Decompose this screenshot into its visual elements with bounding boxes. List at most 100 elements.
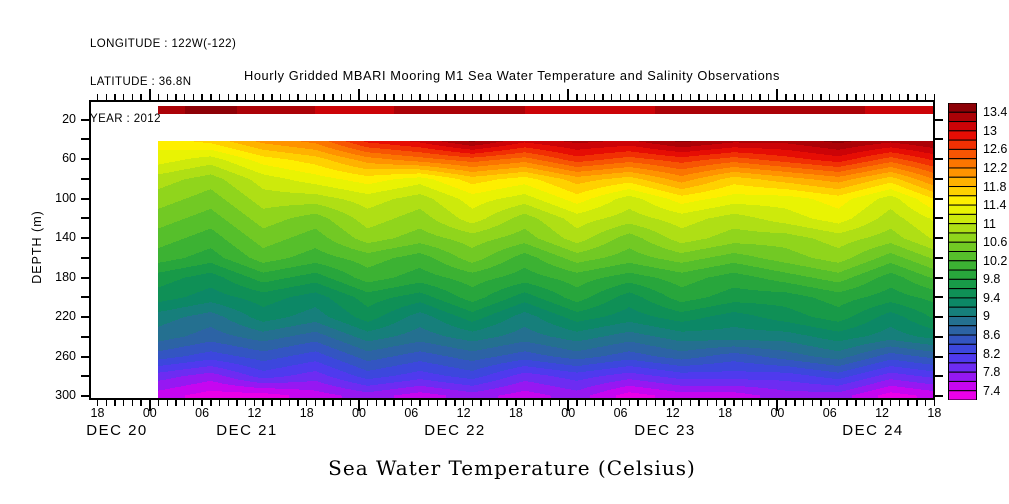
x-tick bbox=[340, 400, 343, 406]
x-tick bbox=[297, 94, 299, 100]
x-hour-label: 06 bbox=[613, 406, 628, 420]
x-tick bbox=[445, 94, 447, 100]
x-tick bbox=[785, 400, 787, 406]
x-tick bbox=[497, 94, 500, 100]
x-hour-label: 12 bbox=[875, 406, 889, 420]
x-hour-label: 12 bbox=[247, 406, 262, 420]
y-tick bbox=[935, 118, 943, 121]
y-tick bbox=[935, 237, 943, 240]
colorbar-segment bbox=[948, 186, 977, 197]
x-tick bbox=[576, 94, 578, 100]
x-tick bbox=[332, 400, 334, 406]
x-tick bbox=[706, 94, 709, 100]
x-tick bbox=[166, 400, 168, 406]
colorbar-label: 7.8 bbox=[983, 365, 1001, 380]
x-tick bbox=[122, 400, 125, 406]
x-tick bbox=[410, 400, 412, 406]
x-tick bbox=[733, 400, 735, 406]
colorbar-segment bbox=[948, 288, 977, 299]
x-tick bbox=[428, 400, 430, 406]
x-tick bbox=[602, 94, 604, 100]
x-tick bbox=[916, 400, 918, 406]
y-tick bbox=[935, 355, 943, 358]
y-tick bbox=[81, 335, 89, 338]
x-tick bbox=[802, 94, 805, 100]
x-tick bbox=[175, 400, 177, 406]
x-tick bbox=[881, 94, 883, 100]
x-tick bbox=[558, 94, 561, 100]
x-tick bbox=[401, 400, 404, 406]
x-tick bbox=[550, 94, 552, 100]
colorbar-segment bbox=[948, 130, 977, 141]
x-tick bbox=[114, 400, 116, 406]
x-tick bbox=[811, 94, 813, 100]
x-tick bbox=[733, 94, 735, 100]
x-tick bbox=[872, 400, 874, 406]
x-tick bbox=[105, 94, 107, 100]
x-tick bbox=[166, 94, 168, 100]
x-tick bbox=[462, 400, 465, 406]
x-tick bbox=[157, 400, 160, 406]
x-tick bbox=[515, 400, 517, 406]
y-tick bbox=[935, 138, 943, 141]
y-tick bbox=[935, 217, 943, 220]
x-hour-label: 00 bbox=[142, 406, 157, 420]
colorbar-segment bbox=[948, 148, 977, 160]
x-tick bbox=[515, 94, 517, 100]
x-tick bbox=[898, 94, 901, 100]
y-tick bbox=[935, 177, 943, 180]
x-tick bbox=[140, 400, 142, 406]
x-tick bbox=[96, 94, 99, 100]
x-tick bbox=[384, 94, 386, 100]
x-tick bbox=[349, 94, 351, 100]
x-tick bbox=[358, 89, 360, 100]
x-tick bbox=[253, 400, 256, 406]
x-tick bbox=[619, 400, 622, 406]
y-tick bbox=[935, 296, 943, 299]
colorbar-segment bbox=[948, 306, 977, 317]
x-tick bbox=[445, 400, 447, 406]
y-tick-label: 300 bbox=[55, 388, 76, 403]
colorbar-segment bbox=[948, 380, 977, 392]
y-tick bbox=[81, 375, 89, 378]
x-tick bbox=[619, 94, 622, 100]
y-tick bbox=[81, 355, 89, 358]
header-longitude: LONGITUDE : 122W(-122) bbox=[90, 38, 237, 50]
x-tick bbox=[672, 94, 674, 100]
y-tick bbox=[935, 158, 943, 161]
colorbar bbox=[948, 103, 977, 400]
x-tick bbox=[611, 400, 613, 406]
y-tick bbox=[935, 335, 943, 338]
x-tick bbox=[916, 94, 918, 100]
x-hour-label: 00 bbox=[561, 406, 576, 420]
plot-frame bbox=[89, 100, 935, 400]
x-tick bbox=[863, 400, 866, 406]
x-tick bbox=[436, 94, 439, 100]
x-tick bbox=[323, 400, 325, 406]
y-tick bbox=[81, 158, 89, 161]
x-tick bbox=[584, 400, 587, 406]
y-tick bbox=[81, 395, 89, 398]
x-tick bbox=[881, 400, 883, 406]
colorbar-segment bbox=[948, 362, 977, 373]
x-tick bbox=[367, 94, 369, 100]
colorbar-segment bbox=[948, 251, 977, 262]
x-hour-label: 12 bbox=[665, 406, 680, 420]
x-tick bbox=[480, 94, 482, 100]
x-tick bbox=[837, 400, 840, 406]
x-tick bbox=[262, 400, 264, 406]
x-tick bbox=[436, 400, 439, 406]
x-tick bbox=[358, 400, 360, 411]
x-tick bbox=[584, 94, 587, 100]
x-tick bbox=[489, 94, 491, 100]
y-tick bbox=[81, 138, 89, 141]
y-tick-label: 180 bbox=[55, 269, 76, 284]
x-tick bbox=[829, 400, 831, 406]
x-tick bbox=[785, 94, 787, 100]
x-tick bbox=[689, 94, 691, 100]
x-tick bbox=[401, 94, 404, 100]
colorbar-segment bbox=[948, 121, 977, 132]
x-date-label: DEC 22 bbox=[424, 422, 486, 439]
colorbar-label: 10.6 bbox=[983, 235, 1008, 250]
